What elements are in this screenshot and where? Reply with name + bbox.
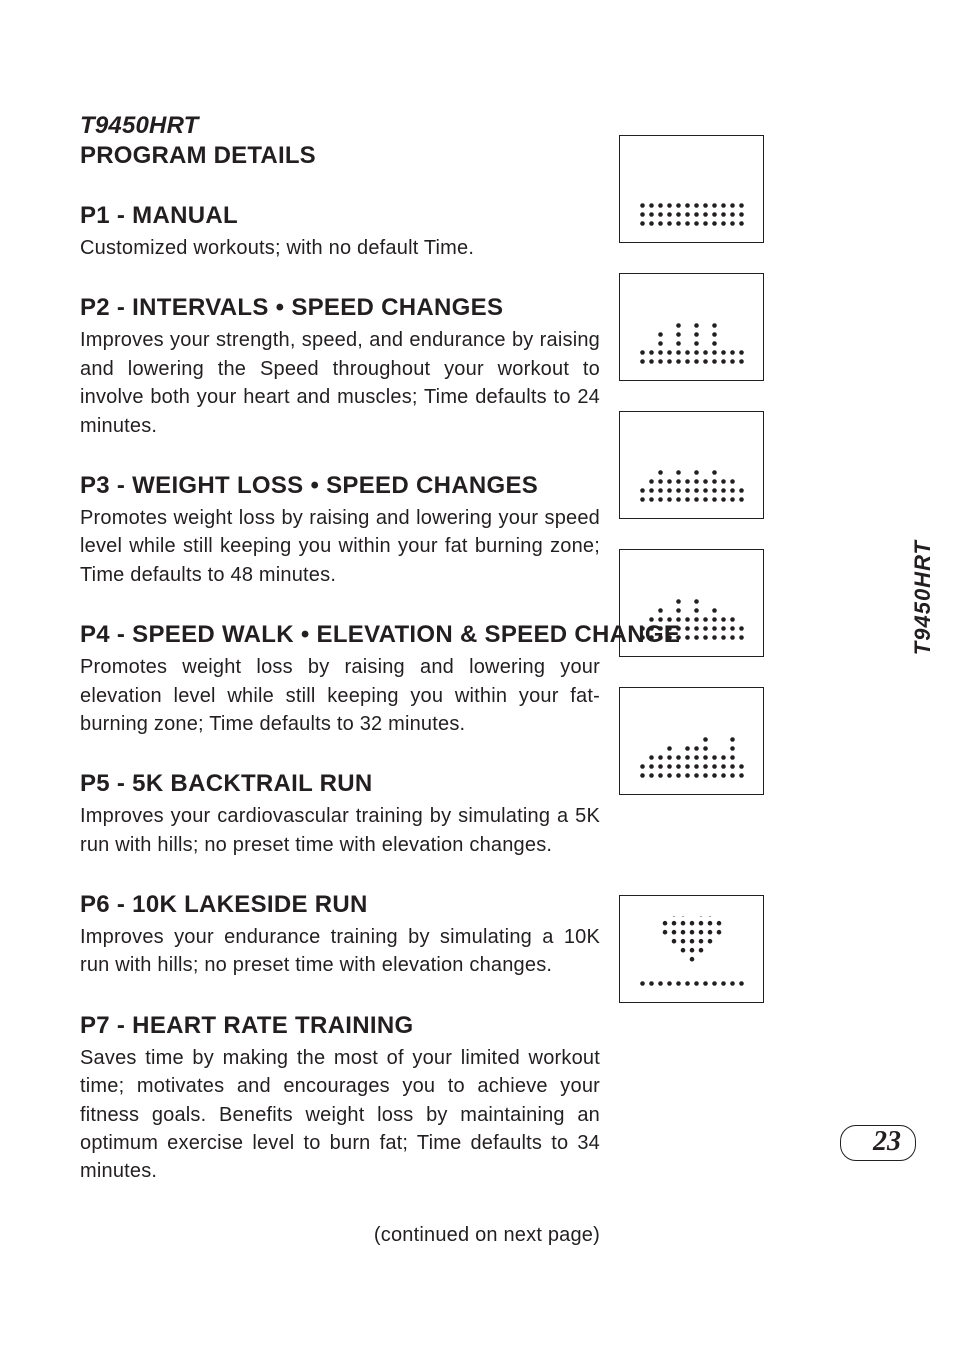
program-desc: Promotes weight loss by raising and lowe… [80, 653, 600, 738]
program-desc: Improves your strength, speed, and endur… [80, 326, 600, 440]
program-profile-p3 [619, 411, 764, 519]
program-profile-p1 [619, 135, 764, 243]
page-number: 23 [840, 1125, 916, 1161]
program-desc: Promotes weight loss by raising and lowe… [80, 504, 600, 589]
program-p7: P7 - HEART RATE TRAINING Saves time by m… [80, 1012, 780, 1186]
program-profile-p7 [619, 895, 764, 1003]
program-desc: Improves your endurance training by simu… [80, 923, 600, 980]
program-desc: Improves your cardiovascular training by… [80, 802, 600, 859]
continued-text: (continued on next page) [80, 1224, 600, 1247]
program-profile-p5 [619, 687, 764, 795]
program-desc: Saves time by making the most of your li… [80, 1044, 600, 1186]
program-desc: Customized workouts; with no default Tim… [80, 234, 600, 262]
program-profile-p4 [619, 549, 764, 657]
program-profile-p2 [619, 273, 764, 381]
program-title: P7 - HEART RATE TRAINING [80, 1012, 780, 1040]
side-tab-label: T9450HRT [910, 540, 936, 655]
